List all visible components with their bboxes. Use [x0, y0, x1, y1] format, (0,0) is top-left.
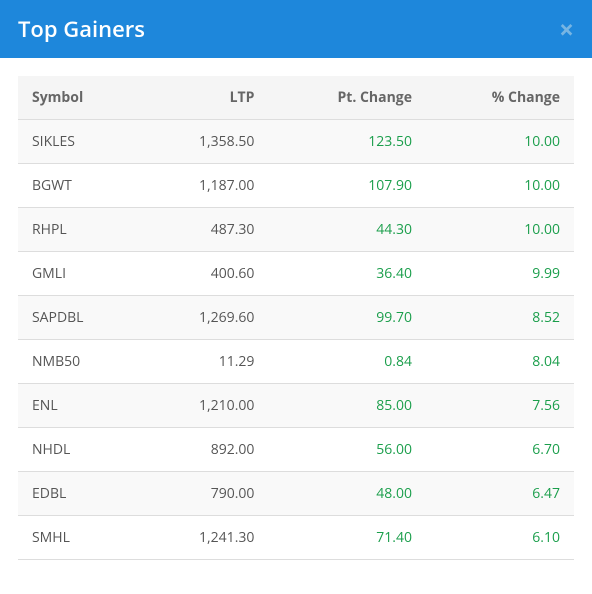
col-ltp: LTP [140, 76, 268, 120]
table-row[interactable]: NHDL892.0056.006.70 [18, 428, 574, 472]
table-row[interactable]: NMB5011.290.848.04 [18, 340, 574, 384]
table-row[interactable]: RHPL487.3044.3010.00 [18, 208, 574, 252]
cell-symbol: EDBL [18, 472, 140, 516]
cell-pct-change: 8.52 [426, 296, 574, 340]
cell-symbol: ENL [18, 384, 140, 428]
table-row[interactable]: BGWT1,187.00107.9010.00 [18, 164, 574, 208]
cell-pct-change: 9.99 [426, 252, 574, 296]
table-row[interactable]: SMHL1,241.3071.406.10 [18, 516, 574, 560]
table-header-row: Symbol LTP Pt. Change % Change [18, 76, 574, 120]
cell-symbol: SIKLES [18, 120, 140, 164]
table-row[interactable]: EDBL790.0048.006.47 [18, 472, 574, 516]
cell-pt-change: 107.90 [268, 164, 426, 208]
close-icon[interactable]: × [559, 16, 574, 42]
top-gainers-panel: Top Gainers × Symbol LTP Pt. Change % Ch… [0, 0, 592, 578]
cell-pt-change: 56.00 [268, 428, 426, 472]
col-pct-change: % Change [426, 76, 574, 120]
panel-title: Top Gainers [18, 14, 145, 44]
cell-symbol: GMLI [18, 252, 140, 296]
cell-symbol: NMB50 [18, 340, 140, 384]
cell-ltp: 1,210.00 [140, 384, 268, 428]
cell-pct-change: 10.00 [426, 120, 574, 164]
cell-symbol: SMHL [18, 516, 140, 560]
table-row[interactable]: SAPDBL1,269.6099.708.52 [18, 296, 574, 340]
gainers-table: Symbol LTP Pt. Change % Change SIKLES1,3… [18, 76, 574, 560]
panel-header: Top Gainers × [0, 0, 592, 58]
cell-pt-change: 48.00 [268, 472, 426, 516]
cell-pct-change: 8.04 [426, 340, 574, 384]
table-row[interactable]: GMLI400.6036.409.99 [18, 252, 574, 296]
cell-ltp: 11.29 [140, 340, 268, 384]
cell-pt-change: 85.00 [268, 384, 426, 428]
cell-pt-change: 71.40 [268, 516, 426, 560]
cell-pct-change: 6.70 [426, 428, 574, 472]
cell-ltp: 892.00 [140, 428, 268, 472]
cell-pt-change: 0.84 [268, 340, 426, 384]
cell-pct-change: 6.10 [426, 516, 574, 560]
cell-pct-change: 10.00 [426, 208, 574, 252]
cell-ltp: 1,358.50 [140, 120, 268, 164]
panel-body: Symbol LTP Pt. Change % Change SIKLES1,3… [0, 58, 592, 578]
cell-pct-change: 6.47 [426, 472, 574, 516]
cell-ltp: 1,269.60 [140, 296, 268, 340]
cell-ltp: 790.00 [140, 472, 268, 516]
cell-ltp: 1,241.30 [140, 516, 268, 560]
cell-symbol: NHDL [18, 428, 140, 472]
cell-pct-change: 10.00 [426, 164, 574, 208]
cell-pt-change: 36.40 [268, 252, 426, 296]
col-symbol: Symbol [18, 76, 140, 120]
cell-pct-change: 7.56 [426, 384, 574, 428]
table-row[interactable]: ENL1,210.0085.007.56 [18, 384, 574, 428]
cell-pt-change: 44.30 [268, 208, 426, 252]
table-row[interactable]: SIKLES1,358.50123.5010.00 [18, 120, 574, 164]
cell-symbol: BGWT [18, 164, 140, 208]
cell-pt-change: 99.70 [268, 296, 426, 340]
cell-ltp: 400.60 [140, 252, 268, 296]
cell-ltp: 1,187.00 [140, 164, 268, 208]
col-pt-change: Pt. Change [268, 76, 426, 120]
cell-pt-change: 123.50 [268, 120, 426, 164]
cell-symbol: RHPL [18, 208, 140, 252]
cell-ltp: 487.30 [140, 208, 268, 252]
cell-symbol: SAPDBL [18, 296, 140, 340]
